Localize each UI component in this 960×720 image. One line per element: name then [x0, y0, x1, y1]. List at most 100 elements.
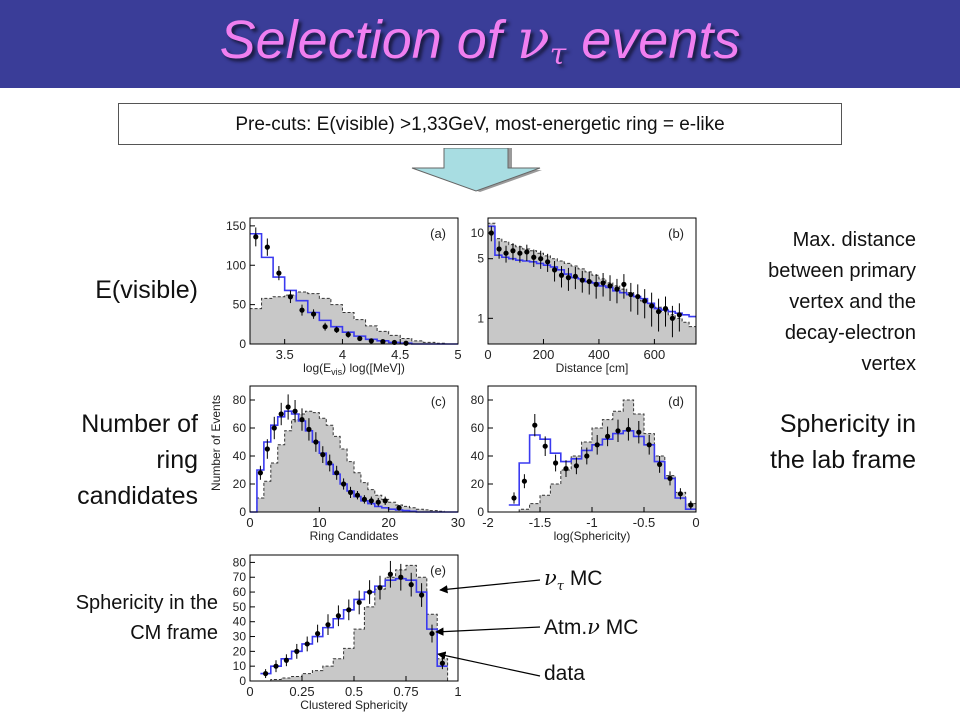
- x-tick-label-e-1: 0.25: [289, 684, 314, 699]
- data-point-c-2: [271, 425, 277, 431]
- x-tick-label-d-2: -1: [586, 515, 598, 530]
- data-point-a-13: [403, 340, 409, 346]
- x-axis-label-b: Distance [cm]: [556, 361, 629, 375]
- data-point-b-10: [558, 272, 565, 278]
- data-point-c-19: [396, 505, 402, 511]
- x-tick-label-e-3: 0.75: [393, 684, 418, 699]
- x-axis-label-e: Clustered Sphericity: [300, 698, 407, 712]
- atm-mc-histogram-c: [250, 410, 458, 513]
- data-point-b-11: [565, 275, 572, 281]
- x-tick-label-b-0: 0: [484, 347, 491, 362]
- x-axis-label-a: log(Evis) log([MeV]): [303, 361, 405, 377]
- data-point-b-18: [614, 286, 620, 292]
- data-point-d-15: [667, 475, 673, 481]
- x-tick-label-a-3: 5: [454, 347, 461, 362]
- y-tick-label-e-1: 10: [233, 659, 247, 673]
- x-tick-label-a-2: 4.5: [391, 347, 409, 362]
- data-point-b-24: [655, 308, 662, 315]
- x-tick-label-c-0: 0: [246, 515, 253, 530]
- data-point-a-11: [380, 339, 386, 345]
- data-point-b-16: [600, 280, 606, 286]
- x-tick-label-e-4: 1: [454, 684, 461, 699]
- data-point-e-17: [439, 660, 445, 666]
- y-tick-label-e-5: 50: [233, 600, 247, 614]
- legend-arrow-data: [437, 651, 541, 677]
- legend-arrow-atm: [435, 626, 541, 636]
- data-point-c-11: [334, 470, 340, 476]
- x-tick-label-c-1: 10: [312, 515, 326, 530]
- chart-d: -2 -1.5 -1 -0.5 0 0 20 40 60 80 (d) log(Sphericity): [471, 385, 700, 543]
- data-point-b-19: [621, 281, 627, 287]
- y-tick-label-d-4: 80: [471, 393, 485, 407]
- y-tick-label-d-3: 60: [471, 421, 485, 435]
- y-tick-label-b-2: 10: [471, 226, 485, 240]
- data-point-c-1: [264, 446, 270, 452]
- data-point-a-7: [334, 327, 340, 333]
- data-point-d-13: [646, 442, 652, 448]
- y-tick-label-c-2: 40: [233, 449, 247, 463]
- x-tick-label-c-3: 30: [451, 515, 465, 530]
- data-point-b-25: [662, 306, 669, 312]
- legend-atm-mc: Atm.ν MC: [544, 615, 639, 639]
- data-point-a-6: [322, 324, 328, 330]
- label-evis: E(visible): [95, 276, 198, 304]
- data-point-c-12: [341, 481, 347, 487]
- data-point-b-20: [628, 291, 634, 298]
- data-point-e-10: [367, 589, 373, 595]
- x-tick-label-b-1: 200: [533, 347, 555, 362]
- x-tick-label-d-1: -1.5: [529, 515, 551, 530]
- label-sphericity-cm: Sphericity in the CM frame: [75, 592, 218, 644]
- y-tick-label-e-6: 60: [233, 585, 247, 599]
- y-tick-label-e-8: 80: [233, 555, 247, 569]
- y-tick-label-a-0: 0: [239, 337, 246, 351]
- label-sphericity-lab: Sphericity in the lab frame: [770, 410, 916, 474]
- data-point-a-3: [287, 294, 294, 300]
- y-tick-label-b-0: 1: [477, 311, 484, 325]
- data-point-c-8: [313, 439, 319, 445]
- data-point-c-15: [361, 496, 367, 502]
- x-tick-label-c-2: 20: [381, 515, 395, 530]
- data-point-b-15: [593, 281, 599, 287]
- data-point-a-9: [357, 335, 363, 342]
- data-point-d-0: [511, 495, 517, 501]
- x-tick-label-e-2: 0.5: [345, 684, 363, 699]
- data-point-c-7: [306, 426, 312, 432]
- data-point-d-14: [657, 461, 663, 467]
- legend-data: data: [544, 662, 585, 685]
- panel-label-a: (a): [430, 226, 446, 241]
- data-point-b-13: [579, 277, 585, 283]
- title-nu: ν: [516, 8, 550, 71]
- data-point-b-12: [572, 273, 578, 280]
- data-point-e-7: [335, 613, 341, 619]
- data-point-b-3: [510, 248, 516, 254]
- y-tick-label-e-7: 70: [233, 570, 247, 584]
- data-point-a-0: [253, 234, 259, 240]
- x-tick-label-a-1: 4: [339, 347, 346, 362]
- y-tick-label-d-2: 40: [471, 449, 485, 463]
- data-point-c-10: [327, 460, 333, 466]
- x-tick-label-b-2: 400: [588, 347, 610, 362]
- precut-box: Pre-cuts: E(visible) >1,33GeV, most-ener…: [118, 103, 842, 145]
- y-tick-label-c-4: 80: [233, 393, 247, 407]
- data-point-c-14: [354, 492, 361, 498]
- y-tick-label-c-0: 0: [239, 505, 246, 519]
- data-point-a-4: [299, 307, 305, 313]
- data-point-b-23: [649, 303, 655, 309]
- data-point-c-9: [320, 452, 326, 458]
- chart-e: 0 0.25 0.5 0.75 101020304050607080(e)Cluster…: [233, 554, 462, 712]
- data-point-b-27: [676, 312, 682, 318]
- data-point-d-10: [615, 428, 621, 434]
- data-point-e-3: [294, 648, 300, 654]
- title-bar: [0, 0, 960, 88]
- data-point-c-17: [375, 499, 381, 505]
- data-point-b-1: [496, 246, 502, 252]
- data-point-b-9: [551, 267, 558, 273]
- plot-frame-a: [249, 217, 459, 345]
- label-max-distance: Max. distance between primary vertex and…: [768, 229, 916, 375]
- chart-c: 0 10 20 30 0 20 40 60 80 (c) Ring Candidates Number…: [209, 385, 465, 543]
- data-point-e-6: [325, 622, 331, 628]
- data-point-d-9: [605, 433, 611, 439]
- nutau-mc-line-c: [250, 410, 458, 513]
